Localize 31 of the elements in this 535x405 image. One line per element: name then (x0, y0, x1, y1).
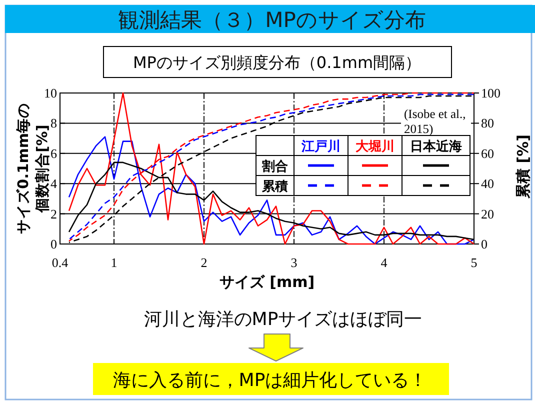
y2-tick-label: 100 (481, 86, 500, 100)
text: 大堀川 (356, 140, 394, 154)
y-tick-label: 2 (50, 206, 57, 222)
annotation: 割合 (261, 158, 288, 174)
annotation: 累積 (261, 180, 288, 194)
text: 河川と海洋のMPサイズはほぼ同一 (144, 309, 422, 330)
y2-tick-label: 20 (481, 206, 494, 222)
x-tick-label: 5 (470, 255, 478, 270)
x-axis-title: サイズ [mm] (219, 273, 315, 291)
y2-tick-label: 60 (481, 146, 494, 161)
text: 日本近海 (410, 138, 462, 154)
y-tick-label: 10 (44, 86, 57, 100)
y-tick-label: 6 (50, 146, 58, 161)
x-tick-label: 3 (290, 255, 298, 270)
chart-title: 観測結果（３）MPのサイズ分布 (118, 8, 426, 32)
chart-subtitle: MPのサイズ別頻度分布（0.1mm間隔） (132, 53, 422, 72)
y2-tick-label: 40 (481, 176, 494, 192)
y-tick-label: 0 (50, 236, 57, 252)
y2-tick-label: 0 (481, 236, 488, 252)
y-tick-label: 8 (50, 116, 57, 131)
x-tick-label: 2 (200, 255, 208, 270)
x-tick-label: 0.4 (52, 255, 69, 270)
annotation: (Isobe et al., 2015) (404, 107, 466, 136)
text: 海に入る前に，MPは細片化している！ (112, 370, 428, 391)
y-tick-label: 4 (50, 176, 58, 192)
x-tick-label: 1 (110, 255, 118, 270)
y2-tick-label: 80 (481, 116, 494, 131)
text: 江戸川 (300, 140, 340, 154)
x-tick-label: 4 (380, 255, 388, 270)
y2-axis-title: 累積 [%] (514, 134, 532, 200)
y-axis-title: サイズ0.1mm毎の個数割合[%] (15, 103, 51, 234)
